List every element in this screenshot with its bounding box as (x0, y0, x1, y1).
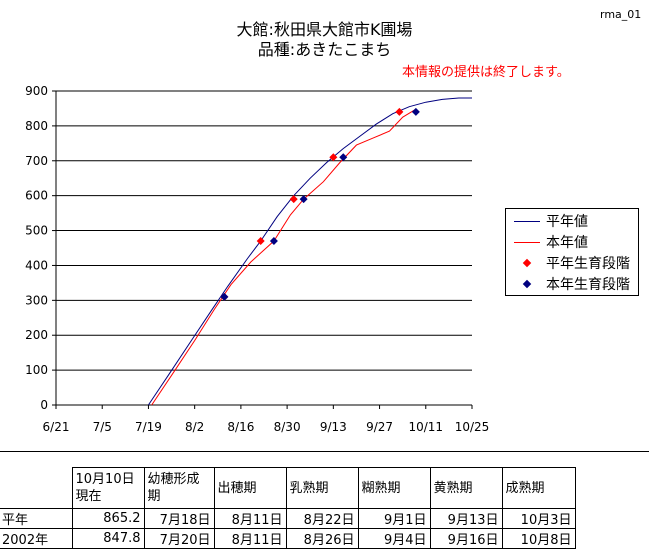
stage-marker-3 (220, 292, 229, 301)
section-divider (0, 451, 649, 452)
y-tick-label: 800 (25, 119, 48, 133)
series-line-0 (147, 97, 472, 406)
table-row: 平年 865.2 7月18日 8月11日 8月22日 9月1日 9月13日 10… (0, 508, 576, 529)
table-header-cell: 乳熟期 (285, 467, 359, 509)
x-tick-label: 8/16 (227, 420, 254, 434)
x-tick-label: 9/27 (366, 420, 393, 434)
y-tick-label: 0 (40, 398, 48, 412)
table-cell: 9月16日 (429, 528, 503, 549)
stage-marker-2 (395, 107, 404, 116)
legend-swatch-this-year-line (514, 241, 540, 243)
table-cell: 865.2 (71, 508, 145, 529)
table-cell: 8月11日 (213, 508, 287, 529)
x-tick-label: 7/19 (135, 420, 162, 434)
table-header-cell: 幼穂形成期 (143, 467, 215, 509)
table-cell: 10月3日 (501, 508, 576, 529)
stage-marker-2 (329, 153, 338, 162)
stage-marker-3 (339, 153, 348, 162)
table-cell: 847.8 (71, 528, 145, 549)
legend-item-this-year-stage: 本年生育段階 (512, 274, 630, 294)
table-corner-cell (0, 467, 73, 509)
table-row: 2002年 847.8 7月20日 8月11日 8月26日 9月4日 9月16日… (0, 528, 576, 549)
growth-chart: 0 100 200 300 400 500 600 700 800 900 6/21 7/5 7/19… (25, 84, 490, 434)
stage-marker-3 (269, 237, 278, 246)
x-tick-label: 8/2 (185, 420, 204, 434)
legend-item-normal-stage: 平年生育段階 (512, 253, 630, 273)
table-header-cell: 糊熟期 (357, 467, 431, 509)
table-cell: 8月22日 (285, 508, 359, 529)
y-tick-label: 500 (25, 224, 48, 238)
chart-code: rma_01 (600, 8, 642, 21)
table-cell: 9月13日 (429, 508, 503, 529)
x-tick-labels: 6/21 7/5 7/19 8/2 8/16 8/30 9/13 9/27 10/11 10/25 (43, 420, 490, 434)
table-cell: 8月11日 (213, 528, 287, 549)
table-row-label: 2002年 (0, 528, 73, 549)
x-tick-label: 8/30 (274, 420, 301, 434)
legend-label-this-year-stage: 本年生育段階 (546, 277, 630, 293)
chart-title-variety: 品種:あきたこまち (257, 40, 392, 59)
line-icon (512, 220, 542, 222)
y-tick-label: 600 (25, 189, 48, 203)
x-tick-label: 10/11 (408, 420, 443, 434)
end-of-service-notice: 本情報の提供は終了します。 (402, 65, 570, 80)
diamond-icon (512, 258, 542, 268)
x-tick-label: 6/21 (43, 420, 70, 434)
y-tick-label: 400 (25, 258, 48, 272)
x-tick-label: 9/13 (320, 420, 347, 434)
growth-stage-table: 10月10日現在 幼穂形成期 出穂期 乳熟期 糊熟期 黄熟期 成熟期 平年 86… (0, 467, 576, 549)
legend-swatch-this-year-stage (522, 279, 532, 289)
table-cell: 7月18日 (143, 508, 215, 529)
series (147, 97, 472, 406)
table-cell: 9月4日 (357, 528, 431, 549)
grid-lines (56, 90, 472, 371)
table-cell: 9月1日 (357, 508, 431, 529)
table-cell: 7月20日 (143, 528, 215, 549)
legend-swatch-normal-line (514, 220, 540, 222)
stage-marker-2 (256, 237, 265, 246)
legend-label-normal-stage: 平年生育段階 (546, 256, 630, 272)
stage-marker-2 (289, 195, 298, 204)
legend-swatch-normal-stage (522, 258, 532, 268)
y-tick-label: 900 (25, 84, 48, 98)
legend-label-this-year-line: 本年値 (546, 235, 588, 251)
y-tick-label: 100 (25, 363, 48, 377)
table-header-cell: 出穂期 (213, 467, 287, 509)
table-cell: 8月26日 (285, 528, 359, 549)
table-header-cell: 成熟期 (501, 467, 576, 509)
table-cell: 10月8日 (501, 528, 576, 549)
table-row-label: 平年 (0, 508, 73, 529)
y-tick-label: 200 (25, 328, 48, 342)
axes (52, 90, 473, 409)
x-tick-label: 10/25 (455, 420, 490, 434)
line-icon (512, 241, 542, 243)
legend-label-normal-line: 平年値 (546, 214, 588, 230)
chart-title-location: 大館:秋田県大館市K圃場 (236, 20, 413, 39)
chart-legend: 平年値 本年値 平年生育段階 本年生育段階 (505, 208, 639, 296)
legend-item-this-year-line: 本年値 (512, 232, 588, 252)
stage-marker-3 (411, 107, 420, 116)
stage-marker-3 (299, 195, 308, 204)
series-line-1 (151, 108, 417, 406)
table-header-row: 10月10日現在 幼穂形成期 出穂期 乳熟期 糊熟期 黄熟期 成熟期 (0, 467, 576, 509)
y-tick-label: 700 (25, 154, 48, 168)
y-tick-label: 300 (25, 293, 48, 307)
table-header-cell: 黄熟期 (429, 467, 503, 509)
table-header-cell: 10月10日現在 (71, 467, 145, 509)
legend-item-normal-line: 平年値 (512, 211, 588, 231)
diamond-icon (512, 279, 542, 289)
y-tick-labels: 0 100 200 300 400 500 600 700 800 900 (25, 84, 48, 412)
x-tick-label: 7/5 (93, 420, 112, 434)
